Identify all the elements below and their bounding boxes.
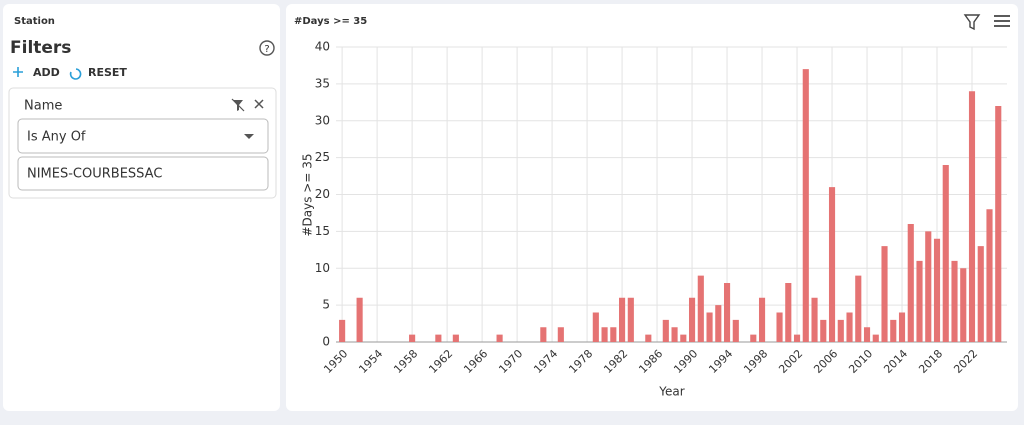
add-label: ADD	[33, 66, 60, 79]
bar	[671, 327, 678, 342]
bar	[898, 312, 906, 342]
y-tick-label: 40	[315, 40, 330, 54]
bar	[872, 334, 879, 342]
bar	[846, 312, 853, 342]
bar	[960, 268, 967, 342]
bar	[662, 319, 669, 342]
section-label: Station	[14, 16, 55, 27]
add-button[interactable]: ADD	[13, 66, 60, 79]
bar	[820, 319, 827, 342]
bar	[977, 246, 984, 342]
bar	[863, 327, 871, 342]
bar	[933, 238, 941, 342]
bar	[750, 334, 757, 342]
bar	[680, 334, 687, 342]
bar	[986, 209, 993, 342]
bar	[802, 69, 809, 342]
operator-select[interactable]: Is Any Of	[17, 118, 269, 154]
bar	[723, 283, 731, 342]
bar	[776, 312, 783, 342]
bar	[907, 224, 914, 342]
bar	[356, 297, 363, 342]
y-tick-label: 10	[315, 261, 330, 275]
bar	[995, 106, 1002, 342]
operator-text: Is Any Of	[27, 130, 86, 145]
bar	[925, 231, 932, 342]
bar	[811, 297, 818, 342]
x-axis-title: Year	[658, 385, 684, 399]
bar	[828, 187, 836, 342]
y-tick-label: 35	[315, 76, 330, 90]
y-tick-label: 5	[322, 298, 330, 312]
bar	[855, 275, 862, 342]
bar	[881, 246, 888, 342]
y-tick-label: 15	[315, 224, 330, 238]
help-icon[interactable]: ?	[259, 40, 275, 56]
bar	[645, 334, 652, 342]
y-tick-label: 30	[315, 113, 330, 127]
filter-field: Name	[24, 99, 62, 114]
value-text: NIMES-COURBESSAC	[27, 167, 162, 182]
bar	[890, 319, 897, 342]
bar	[592, 312, 599, 342]
bar	[619, 297, 626, 342]
bar	[688, 297, 696, 342]
bar	[452, 334, 459, 342]
bar	[409, 334, 416, 342]
y-axis-title: #Days >= 35	[301, 153, 315, 236]
bar	[916, 260, 923, 342]
remove-filter-icon[interactable]	[254, 99, 264, 109]
bar	[496, 334, 503, 342]
filter-icon[interactable]	[963, 14, 981, 31]
bar	[601, 327, 608, 342]
bar	[785, 283, 792, 342]
chart-title: #Days >= 35	[294, 16, 367, 27]
svg-text:?: ?	[264, 44, 269, 55]
bar	[715, 305, 722, 342]
reset-label: RESET	[88, 66, 127, 79]
value-input[interactable]: NIMES-COURBESSAC	[17, 156, 269, 191]
bar	[435, 334, 442, 342]
bar	[837, 319, 844, 342]
y-tick-label: 25	[315, 150, 330, 164]
bar	[793, 334, 801, 342]
bar	[557, 327, 564, 342]
bar	[758, 297, 766, 342]
bar	[968, 91, 976, 342]
y-tick-label: 0	[322, 335, 330, 349]
bar	[732, 319, 739, 342]
y-tick-label: 20	[315, 187, 330, 201]
bar	[942, 165, 949, 342]
menu-icon[interactable]	[994, 15, 1010, 27]
bar	[706, 312, 713, 342]
bar	[627, 297, 634, 342]
bar	[610, 327, 617, 342]
bar	[339, 319, 346, 342]
clear-filter-icon[interactable]	[231, 98, 245, 112]
bar	[951, 260, 958, 342]
bar	[697, 275, 704, 342]
panel-title: Filters	[10, 38, 71, 58]
bar	[540, 327, 547, 342]
reset-button[interactable]: RESET	[69, 66, 128, 80]
